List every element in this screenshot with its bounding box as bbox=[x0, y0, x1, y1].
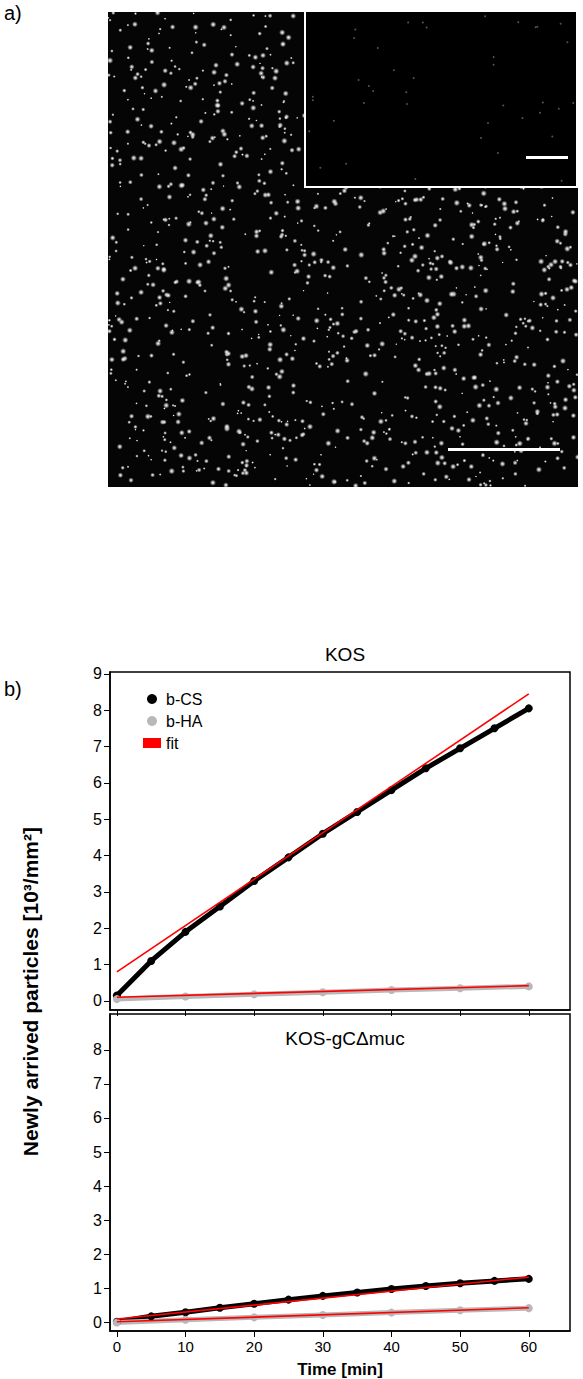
svg-text:10: 10 bbox=[177, 1338, 194, 1355]
svg-text:Time [min]: Time [min] bbox=[297, 1360, 383, 1379]
svg-text:50: 50 bbox=[452, 1338, 469, 1355]
svg-text:0: 0 bbox=[113, 1338, 121, 1355]
svg-text:3: 3 bbox=[93, 883, 102, 900]
svg-text:7: 7 bbox=[93, 1075, 102, 1092]
svg-text:30: 30 bbox=[314, 1338, 331, 1355]
svg-text:6: 6 bbox=[93, 1109, 102, 1126]
svg-text:9: 9 bbox=[93, 665, 102, 682]
svg-text:6: 6 bbox=[93, 774, 102, 791]
svg-text:1: 1 bbox=[93, 956, 102, 973]
svg-text:KOS-gCΔmuc: KOS-gCΔmuc bbox=[285, 1028, 404, 1049]
svg-text:8: 8 bbox=[93, 702, 102, 719]
svg-text:5: 5 bbox=[93, 811, 102, 828]
svg-text:4: 4 bbox=[93, 847, 102, 864]
svg-text:3: 3 bbox=[93, 1212, 102, 1229]
svg-text:b-CS: b-CS bbox=[166, 691, 202, 708]
svg-text:7: 7 bbox=[93, 738, 102, 755]
svg-text:0: 0 bbox=[93, 1314, 102, 1331]
html-text:a): a) bbox=[4, 2, 22, 24]
svg-text:4: 4 bbox=[93, 1178, 102, 1195]
svg-text:8: 8 bbox=[93, 1041, 102, 1058]
html-text:b): b) bbox=[4, 678, 22, 700]
svg-text:2: 2 bbox=[93, 1246, 102, 1263]
svg-text:fit: fit bbox=[166, 735, 179, 752]
svg-text:20: 20 bbox=[246, 1338, 263, 1355]
svg-text:1: 1 bbox=[93, 1280, 102, 1297]
svg-text:Newly arrived particles [10³/m: Newly arrived particles [10³/mm²] bbox=[19, 827, 42, 1156]
svg-text:5: 5 bbox=[93, 1144, 102, 1161]
svg-text:60: 60 bbox=[520, 1338, 537, 1355]
svg-text:b-HA: b-HA bbox=[166, 713, 203, 730]
svg-text:2: 2 bbox=[93, 920, 102, 937]
svg-text:40: 40 bbox=[383, 1338, 400, 1355]
svg-text:KOS: KOS bbox=[325, 644, 365, 665]
svg-text:0: 0 bbox=[93, 992, 102, 1009]
